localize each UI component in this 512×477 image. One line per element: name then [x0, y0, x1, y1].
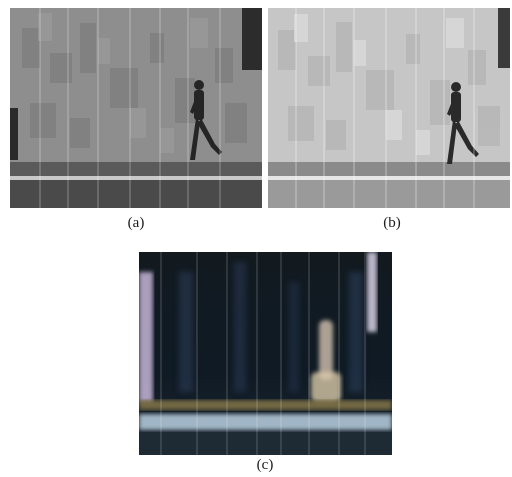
scan-lines-b: [295, 8, 475, 208]
bright-stripe-c: [139, 414, 392, 430]
road-a: [10, 180, 262, 208]
running-person-b: [447, 82, 479, 164]
curb-line-a: [10, 176, 262, 180]
doorway-b: [498, 8, 510, 68]
panel-a-image: [10, 8, 262, 208]
caption-b: (b): [383, 215, 401, 231]
sidewalk-b: [268, 162, 510, 176]
bottom-band-c: [139, 432, 392, 455]
left-bright-edge-c: [139, 272, 153, 402]
panel-c-image: [139, 252, 392, 455]
running-person-a: [190, 80, 222, 160]
blurred-structures-c: [179, 262, 363, 392]
caption-c: (c): [256, 457, 274, 473]
wall-texture-a: [22, 23, 247, 148]
road-b: [268, 180, 510, 208]
person-ghost-c: [311, 320, 341, 402]
left-edge-a: [10, 108, 18, 160]
doorway-a: [242, 8, 262, 70]
curb-line-b: [268, 176, 510, 180]
frame-b: [268, 8, 510, 208]
wall-highlights-b: [294, 14, 464, 155]
wall-texture-b: [278, 22, 500, 150]
yellow-stripe-c: [139, 400, 392, 410]
scan-lines-a: [39, 8, 221, 208]
panel-b-image: [268, 8, 510, 208]
frame-a: [10, 8, 262, 208]
wall-highlights-a: [38, 13, 208, 153]
caption-a: (a): [127, 215, 145, 231]
right-bright-edge-c: [367, 252, 377, 332]
scan-lines-c: [160, 252, 366, 455]
sidewalk-a: [10, 162, 262, 176]
frame-c: [139, 252, 392, 455]
